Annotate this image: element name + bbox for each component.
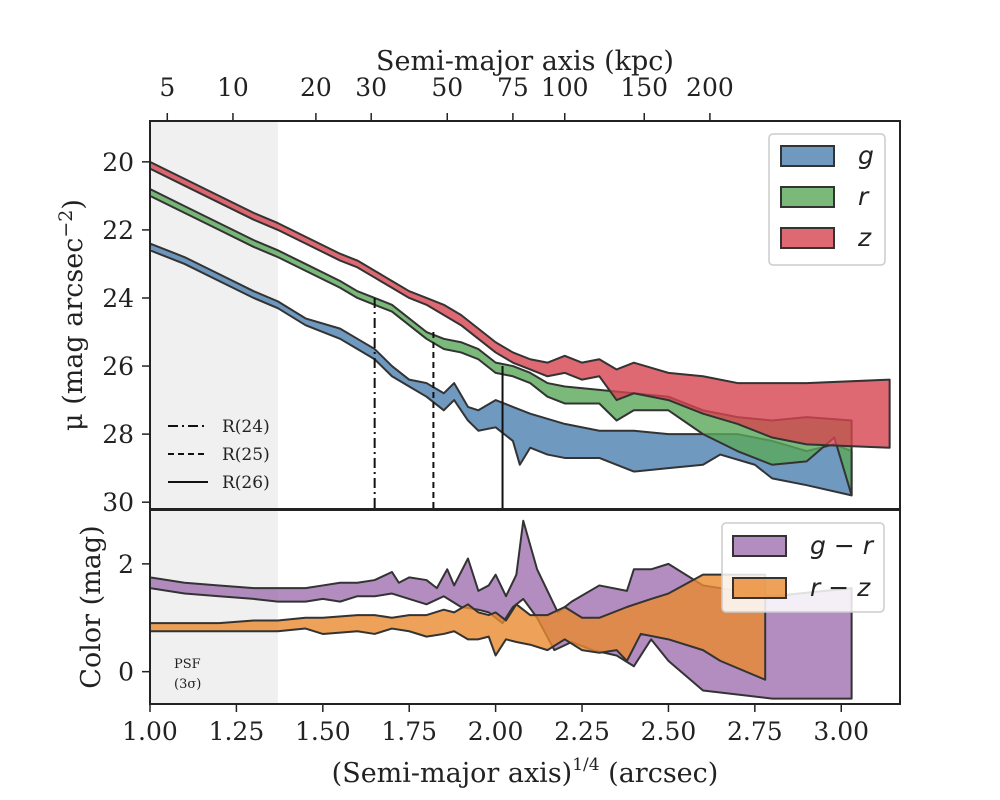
bottom-x-axis-label-sup: 1/4 [572, 755, 599, 775]
bottom-x-ticks: 1.00 1.25 1.50 1.75 2.00 2.25 2.50 2.75 3.00 [122, 704, 869, 746]
legend-label-z: z [857, 223, 872, 252]
top-tick-label-10: 10 [217, 73, 249, 102]
bottom-xtick-label-2: 1.50 [295, 717, 351, 746]
psf-region-bottom [150, 510, 278, 704]
bottom-xtick-label-7: 2.75 [727, 717, 783, 746]
psf-sublabel: (3σ) [174, 677, 201, 692]
bottom-y-axis-label: Color (mag) [76, 525, 107, 688]
top-tick-label-20: 20 [300, 73, 332, 102]
legend-label-rz: r − z [810, 573, 871, 602]
legend-label-gr: g − r [810, 531, 875, 560]
top-tick-label-30: 30 [355, 73, 387, 102]
top-tick-label-5: 5 [159, 73, 175, 102]
bottom-ytick-label-2: 2 [118, 550, 134, 579]
top-ytick-label-26: 26 [102, 352, 134, 381]
top-ytick-label-30: 30 [102, 488, 134, 517]
top-ytick-label-28: 28 [102, 420, 134, 449]
top-legend: grz [768, 133, 886, 266]
bottom-xtick-label-5: 2.25 [554, 717, 610, 746]
marker-legend-label-3: R(26) [222, 473, 270, 493]
bottom-x-axis-label-unit: (arcsec) [600, 758, 719, 789]
band-z [150, 160, 891, 449]
bottom-xtick-label-4: 2.00 [468, 717, 524, 746]
top-panel-y-ticks: 20 22 24 26 28 30 [102, 148, 150, 517]
bottom-panel-y-ticks: 02 [118, 550, 150, 687]
bottom-xtick-label-8: 3.00 [813, 717, 869, 746]
legend-swatch-gr [732, 535, 787, 557]
bottom-ytick-label-0: 0 [118, 658, 134, 687]
legend-swatch-g [780, 145, 835, 167]
top-ytick-label-22: 22 [102, 216, 134, 245]
legend-swatch-r [780, 186, 835, 208]
bottom-legend: g − r r − z [721, 522, 885, 613]
top-tick-label-150: 150 [620, 73, 668, 102]
top-axis-ticks: 5 10 20 30 50 75 100 150 200 [159, 73, 734, 121]
marker-legend-label-2: R(25) [222, 445, 270, 465]
bottom-xtick-label-1: 1.25 [209, 717, 265, 746]
top-y-axis-label-close: ) [58, 199, 89, 210]
bottom-xtick-label-6: 2.50 [641, 717, 697, 746]
radius-markers [373, 297, 504, 509]
top-y-axis-label-sup: −2 [55, 210, 77, 238]
band-r-z [150, 573, 767, 681]
top-axis-label: Semi-major axis (kpc) [376, 46, 674, 77]
top-tick-label-100: 100 [541, 73, 589, 102]
psf-region-top [150, 121, 278, 509]
top-tick-label-75: 75 [497, 73, 529, 102]
top-ytick-label-24: 24 [102, 284, 134, 313]
bottom-xtick-label-3: 1.75 [381, 717, 437, 746]
bottom-x-axis-label: (Semi-major axis)1/4 (arcsec) [332, 755, 719, 789]
bottom-xtick-label-0: 1.00 [122, 717, 178, 746]
top-y-axis-label: μ (mag arcsec−2) [55, 199, 89, 431]
band-g [150, 242, 853, 497]
legend-swatch-z [780, 227, 835, 249]
legend-label-r: r [858, 182, 870, 211]
top-ytick-label-20: 20 [102, 148, 134, 177]
top-tick-label-50: 50 [431, 73, 463, 102]
bottom-axes-frame [149, 509, 901, 705]
bottom-x-axis-label-text: (Semi-major axis) [332, 758, 573, 789]
top-tick-label-200: 200 [686, 73, 734, 102]
legend-label-g: g [858, 141, 874, 170]
psf-label: PSF [174, 657, 201, 672]
surface-brightness-bands [150, 160, 891, 497]
legend-swatch-rz [732, 577, 787, 599]
top-y-axis-label-text: μ (mag arcsec [58, 238, 89, 431]
marker-legend-label-1: R(24) [222, 417, 270, 437]
marker-legend: R(24) R(25) R(26) [168, 417, 270, 493]
